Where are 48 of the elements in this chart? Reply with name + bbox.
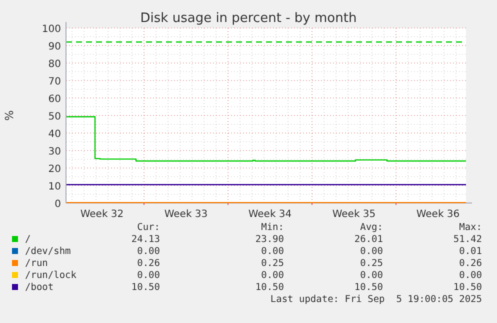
- text: 0.25: [360, 258, 383, 269]
- y-tick-label: 20: [48, 164, 61, 175]
- legend-label: /dev/shm: [25, 246, 72, 257]
- text: 0.00: [261, 246, 284, 257]
- text: 0.00: [459, 270, 482, 281]
- text: Last update: Fri Sep 5 19:00:05 2025: [270, 294, 482, 305]
- y-tick-label: 100: [42, 24, 61, 35]
- text: Avg:: [360, 222, 383, 233]
- legend-label: /: [25, 234, 31, 245]
- text: Cur:: [137, 222, 160, 233]
- y-tick-label: 40: [48, 129, 61, 140]
- text: 0.26: [459, 258, 482, 269]
- text: 10.50: [131, 282, 160, 293]
- text: 0.00: [137, 246, 160, 257]
- x-tick-label: Week 32: [80, 209, 124, 220]
- x-tick-label: Week 35: [332, 209, 376, 220]
- y-tick-label: 60: [48, 94, 61, 105]
- x-tick-label: Week 33: [164, 209, 208, 220]
- text: 26.01: [354, 234, 384, 245]
- y-tick-label: 70: [48, 76, 61, 88]
- legend-label: /run/lock: [25, 270, 77, 281]
- text: Max:: [459, 222, 482, 233]
- y-tick-label: 10: [48, 182, 61, 192]
- x-tick-label: Week 34: [248, 209, 292, 220]
- x-tick-label: Week 36: [416, 209, 460, 220]
- y-tick-label: 90: [48, 42, 61, 52]
- y-axis-title: %: [3, 110, 16, 121]
- legend-label: /run: [25, 258, 48, 269]
- text: 10.50: [255, 282, 284, 293]
- y-tick-label: 80: [48, 59, 61, 70]
- y-tick-label: 50: [48, 112, 61, 122]
- chart-title: Disk usage in percent - by month: [140, 11, 357, 26]
- text: 0.00: [360, 270, 384, 281]
- text: Min:: [261, 222, 284, 233]
- legend-label: /boot: [25, 282, 54, 293]
- text: 10.50: [453, 282, 482, 293]
- text: 0.26: [137, 258, 160, 269]
- text: 51.42: [453, 234, 482, 245]
- text: 0.00: [261, 270, 284, 281]
- text: 0.00: [360, 246, 384, 257]
- text: 0.25: [261, 258, 284, 269]
- text: 24.13: [131, 234, 160, 245]
- text: 0.01: [459, 246, 482, 257]
- y-tick-label: 30: [48, 146, 61, 158]
- text: 10.50: [354, 282, 384, 293]
- text: 23.90: [255, 234, 284, 245]
- y-tick-label: 0: [54, 199, 61, 210]
- text: 0.00: [137, 270, 160, 281]
